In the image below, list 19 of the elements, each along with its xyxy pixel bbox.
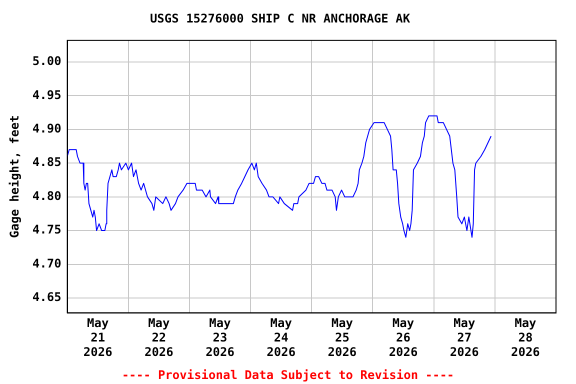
y-tick-label: 4.95 (32, 88, 62, 102)
x-tick-label: May 28 2026 (511, 316, 540, 359)
x-tick-label: May 26 2026 (388, 316, 418, 359)
y-axis-title: Gage height, feet (7, 115, 22, 238)
y-tick-label: 4.80 (32, 188, 62, 203)
y-tick-label: 4.90 (32, 122, 62, 136)
chart-title: USGS 15276000 SHIP C NR ANCHORAGE AK (150, 11, 411, 26)
y-tick-label: 4.85 (32, 155, 62, 170)
x-tick-label: May 22 2026 (144, 316, 174, 359)
x-tick-label: May 23 2026 (206, 316, 234, 359)
y-tick-label: 5.00 (32, 54, 62, 68)
x-tick-label: May 21 2026 (83, 316, 112, 359)
x-tick-label: May 24 2026 (266, 316, 296, 359)
y-tick-label: 4.70 (32, 256, 62, 270)
y-tick-label: 4.65 (32, 290, 62, 304)
text: ---- Provisional Data Subject to Revision ---- (122, 368, 454, 382)
y-tick-label: 4.75 (32, 222, 62, 237)
x-tick-label: May 25 2026 (328, 316, 357, 359)
x-tick-label: May 27 2026 (450, 316, 479, 359)
